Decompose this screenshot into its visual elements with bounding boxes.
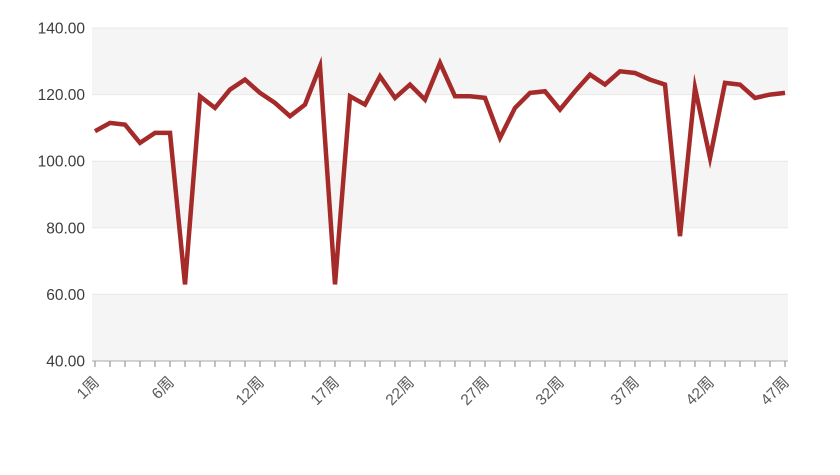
data-series-line — [93, 56, 786, 285]
x-axis-label: 1周 — [74, 374, 103, 403]
x-axis — [92, 360, 788, 367]
y-axis-label: 120.00 — [38, 87, 86, 104]
y-axis-label: 100.00 — [38, 154, 86, 171]
y-axis-label: 60.00 — [46, 287, 85, 304]
y-axis-label: 140.00 — [38, 21, 86, 38]
x-axis-labels: 1周 6周 12周 17周 22周 27周 32周 37周 42周 47周 — [74, 374, 793, 409]
x-axis-label: 42周 — [683, 374, 718, 409]
x-axis-label: 47周 — [758, 374, 793, 409]
x-axis-label: 12周 — [233, 374, 268, 409]
plot-band — [92, 294, 788, 361]
y-axis-labels: 40.00 60.00 80.00 100.00 120.00 140.00 — [38, 21, 86, 371]
y-axis-label: 40.00 — [46, 354, 85, 371]
x-axis-label: 6周 — [149, 374, 178, 403]
series-polyline — [93, 56, 786, 285]
x-axis-label: 27周 — [458, 374, 493, 409]
x-axis-label: 37周 — [608, 374, 643, 409]
x-axis-label: 22周 — [383, 374, 418, 409]
x-axis-label: 17周 — [308, 374, 343, 409]
y-axis-label: 80.00 — [46, 220, 85, 237]
x-axis-label: 32周 — [533, 374, 568, 409]
